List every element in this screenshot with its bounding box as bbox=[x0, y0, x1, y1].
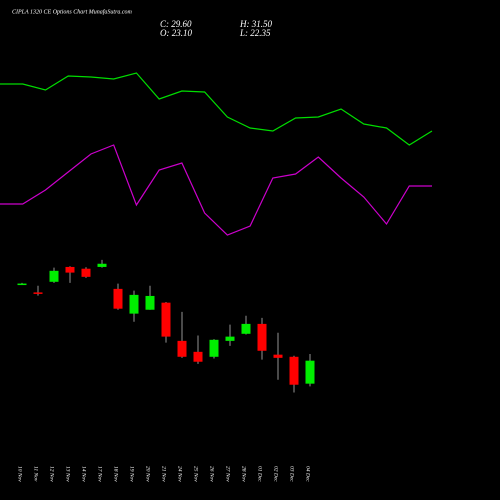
indicator-line bbox=[0, 144, 432, 236]
chart-title: CIPLA 1320 CE Options Chart MunafaSutra.… bbox=[12, 8, 133, 15]
x-tick-label: 02 Dec bbox=[273, 466, 279, 482]
x-tick-label: 28 Nov bbox=[241, 466, 247, 482]
indicator-line bbox=[0, 72, 433, 146]
candle-body bbox=[305, 360, 315, 384]
x-tick-label: 20 Nov bbox=[145, 466, 151, 482]
candle-body bbox=[257, 323, 267, 351]
candle-body bbox=[65, 266, 75, 273]
x-tick-label: 17 Nov bbox=[97, 466, 103, 482]
candle-body bbox=[177, 340, 187, 357]
candle-body bbox=[17, 283, 27, 286]
candle-body bbox=[161, 302, 171, 337]
candle-body bbox=[289, 356, 299, 385]
high-label: H: 31.50 bbox=[239, 19, 272, 29]
candle-body bbox=[97, 263, 107, 267]
candle-body bbox=[145, 295, 155, 310]
x-tick-label: 21 Nov bbox=[161, 466, 167, 482]
candle-body bbox=[113, 288, 123, 309]
x-tick-label: 18 Nov bbox=[113, 466, 119, 482]
x-tick-label: 04 Dec bbox=[305, 466, 312, 482]
candle-body bbox=[209, 339, 219, 357]
close-label: C: 29.60 bbox=[160, 19, 192, 29]
x-tick-label: 26 Nov bbox=[209, 466, 215, 482]
candle-body bbox=[33, 292, 43, 294]
candle-body bbox=[273, 354, 283, 358]
candle-body bbox=[129, 294, 139, 314]
open-label: O: 23.10 bbox=[160, 28, 192, 38]
x-tick-label: 27 Nov bbox=[225, 466, 231, 482]
x-tick-label: 03 Dec bbox=[289, 466, 295, 482]
candle-body bbox=[225, 336, 235, 341]
low-label: L: 22.35 bbox=[239, 28, 271, 38]
x-tick-label: 19 Nov bbox=[129, 466, 135, 482]
candle-body bbox=[193, 351, 203, 362]
x-tick-label: 24 Nov bbox=[177, 466, 184, 482]
x-tick-label: 10 Nov bbox=[17, 466, 23, 482]
x-tick-label: 13 Nov bbox=[65, 466, 71, 482]
candle-body bbox=[81, 268, 91, 277]
x-tick-label: 11 Nov bbox=[33, 466, 39, 482]
candle-body bbox=[241, 323, 251, 334]
x-tick-label: 01 Dec bbox=[257, 466, 263, 482]
candle-body bbox=[49, 270, 59, 282]
x-tick-label: 12 Nov bbox=[49, 466, 55, 482]
x-tick-label: 14 Nov bbox=[81, 466, 88, 482]
x-tick-label: 25 Nov bbox=[193, 466, 199, 482]
